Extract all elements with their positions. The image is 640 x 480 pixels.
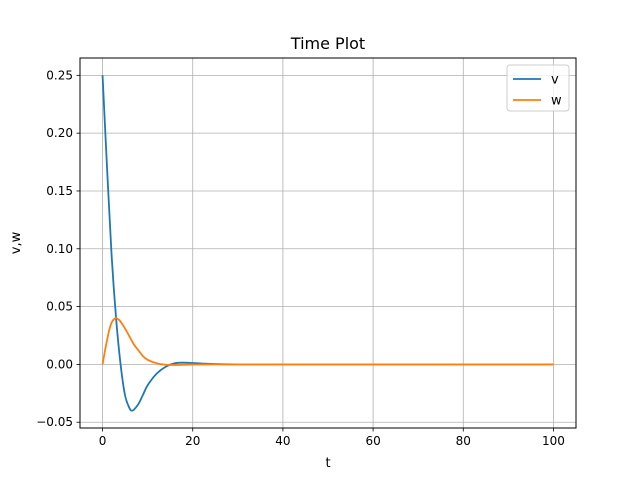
y-tick-label: 0.15: [46, 184, 73, 198]
x-tick-label: 60: [365, 434, 380, 448]
x-tick-label: 0: [99, 434, 107, 448]
chart-title: Time Plot: [290, 34, 365, 53]
x-tick-label: 20: [185, 434, 200, 448]
x-axis-label: t: [325, 456, 330, 471]
legend-label-v: v: [551, 73, 559, 88]
x-tick-label: 40: [275, 434, 290, 448]
plot-area-frame: [79, 57, 577, 429]
y-tick-label: −0.05: [36, 415, 73, 429]
y-axis-label: v,w: [9, 231, 24, 254]
x-tick-label: 100: [542, 434, 565, 448]
legend-label-w: w: [551, 94, 562, 109]
ticks-layer: 0 20 40 60 80 100 −0.05 0.00 0.05 0.10 0.15 0.20 0.2…: [36, 68, 565, 448]
series-line-w: [101, 317, 554, 366]
y-tick-label: 0.00: [46, 357, 73, 371]
y-tick-label: 0.25: [46, 68, 73, 82]
y-tick-label: 0.10: [46, 242, 73, 256]
y-tick-label: 0.20: [46, 126, 73, 140]
legend: vw: [506, 64, 570, 112]
y-tick-label: 0.05: [46, 300, 73, 314]
x-tick-label: 80: [456, 434, 471, 448]
series-layer: [101, 75, 554, 412]
